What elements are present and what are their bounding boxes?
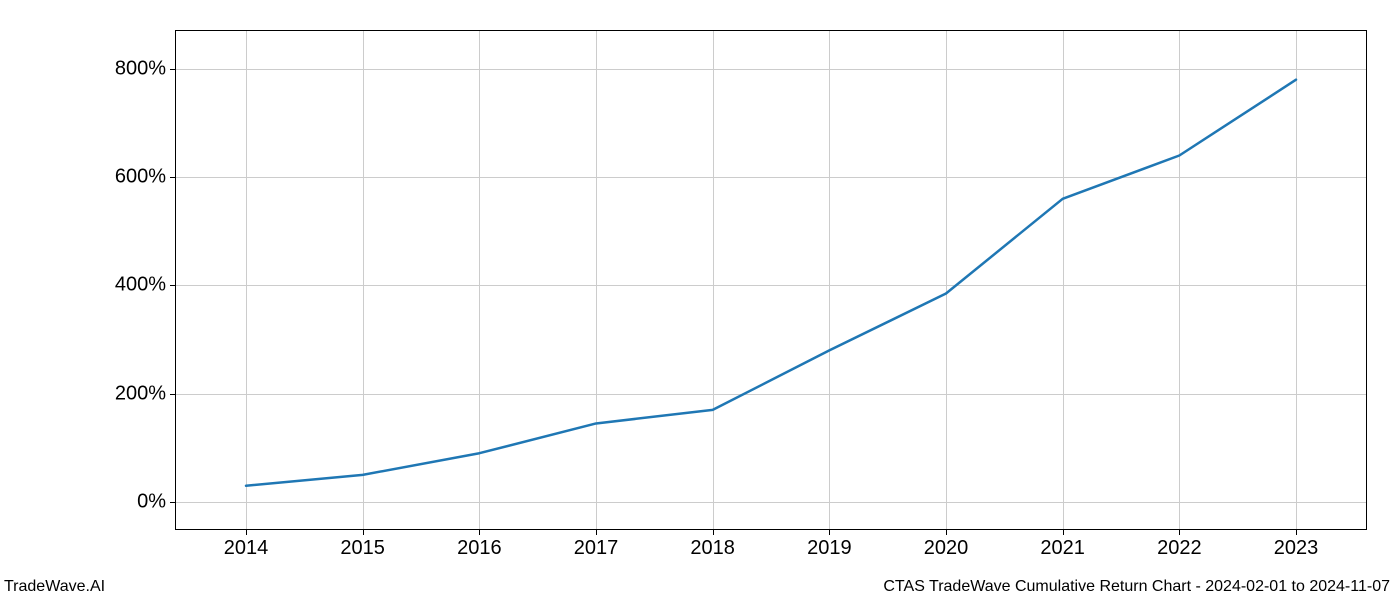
x-tick-label: 2016 xyxy=(457,529,502,560)
x-tick-label: 2017 xyxy=(574,529,619,560)
x-tick-label: 2014 xyxy=(224,529,269,560)
y-tick-label: 600% xyxy=(115,166,176,189)
cumulative-return-chart: 2014201520162017201820192020202120222023… xyxy=(175,30,1365,528)
x-tick-label: 2015 xyxy=(340,529,385,560)
x-tick-label: 2022 xyxy=(1157,529,1202,560)
y-tick-label: 0% xyxy=(137,490,176,513)
y-tick-label: 200% xyxy=(115,382,176,405)
x-tick-label: 2023 xyxy=(1274,529,1319,560)
x-tick-label: 2020 xyxy=(924,529,969,560)
y-tick-label: 800% xyxy=(115,57,176,80)
cumulative-return-line xyxy=(246,80,1296,486)
plot-area: 2014201520162017201820192020202120222023… xyxy=(175,30,1367,530)
footer-caption: CTAS TradeWave Cumulative Return Chart -… xyxy=(883,578,1390,596)
x-tick-label: 2018 xyxy=(690,529,735,560)
footer-brand: TradeWave.AI xyxy=(4,578,105,596)
x-tick-label: 2021 xyxy=(1040,529,1085,560)
y-tick-label: 400% xyxy=(115,274,176,297)
x-tick-label: 2019 xyxy=(807,529,852,560)
line-series-svg xyxy=(176,31,1366,529)
